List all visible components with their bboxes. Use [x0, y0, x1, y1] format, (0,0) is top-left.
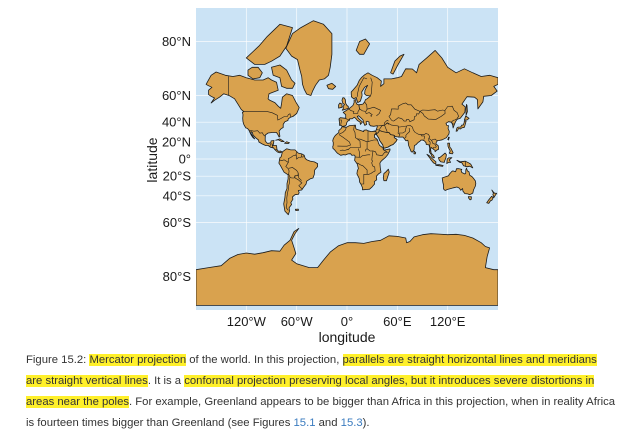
latitude-tick-label: 0° [179, 152, 191, 167]
x-axis-title: longitude [319, 329, 376, 345]
country-border-line [288, 174, 289, 175]
caption-text-4: and [316, 417, 341, 429]
y-axis-title: latitude [144, 137, 160, 182]
longitude-tick-label: 60°E [383, 314, 412, 329]
mercator-map-figure: 80°N 60°N 40°N 20°N 0° 20°S 40°S 60°S 80°S 120°W… [0, 0, 628, 345]
longitude-tick-label: 0° [341, 314, 353, 329]
longitude-tick-labels: 120°W 60°W 0° 60°E 120°E [227, 314, 466, 329]
longitude-tick-label: 120°W [227, 314, 267, 329]
latitude-tick-label: 60°S [163, 215, 192, 230]
latitude-tick-label: 20°S [163, 169, 192, 184]
longitude-tick-label: 120°E [430, 314, 466, 329]
caption-highlight-mercator: Mercator projection [89, 354, 186, 366]
caption-prefix: Figure 15.2: [26, 354, 89, 366]
latitude-tick-label: 80°S [163, 269, 192, 284]
falkland-islands [295, 209, 298, 211]
latitude-tick-labels: 80°N 60°N 40°N 20°N 0° 20°S 40°S 60°S 80°S [162, 34, 191, 284]
latitude-tick-label: 60°N [162, 88, 191, 103]
longitude-tick-label: 60°W [281, 314, 314, 329]
caption-text-2: . It is a [148, 375, 184, 387]
caption-text-1: of the world. In this projection, [186, 354, 342, 366]
latitude-tick-label: 80°N [162, 34, 191, 49]
latitude-tick-label: 40°N [162, 115, 191, 130]
caption-text-5: ). [363, 417, 370, 429]
ireland-island [339, 103, 342, 108]
figure-link-15-3[interactable]: 15.3 [341, 417, 363, 429]
figure-link-15-1[interactable]: 15.1 [294, 417, 316, 429]
latitude-tick-label: 40°S [163, 188, 192, 203]
latitude-tick-label: 20°N [162, 134, 191, 149]
figure-caption: Figure 15.2: Mercator projection of the … [26, 350, 616, 434]
